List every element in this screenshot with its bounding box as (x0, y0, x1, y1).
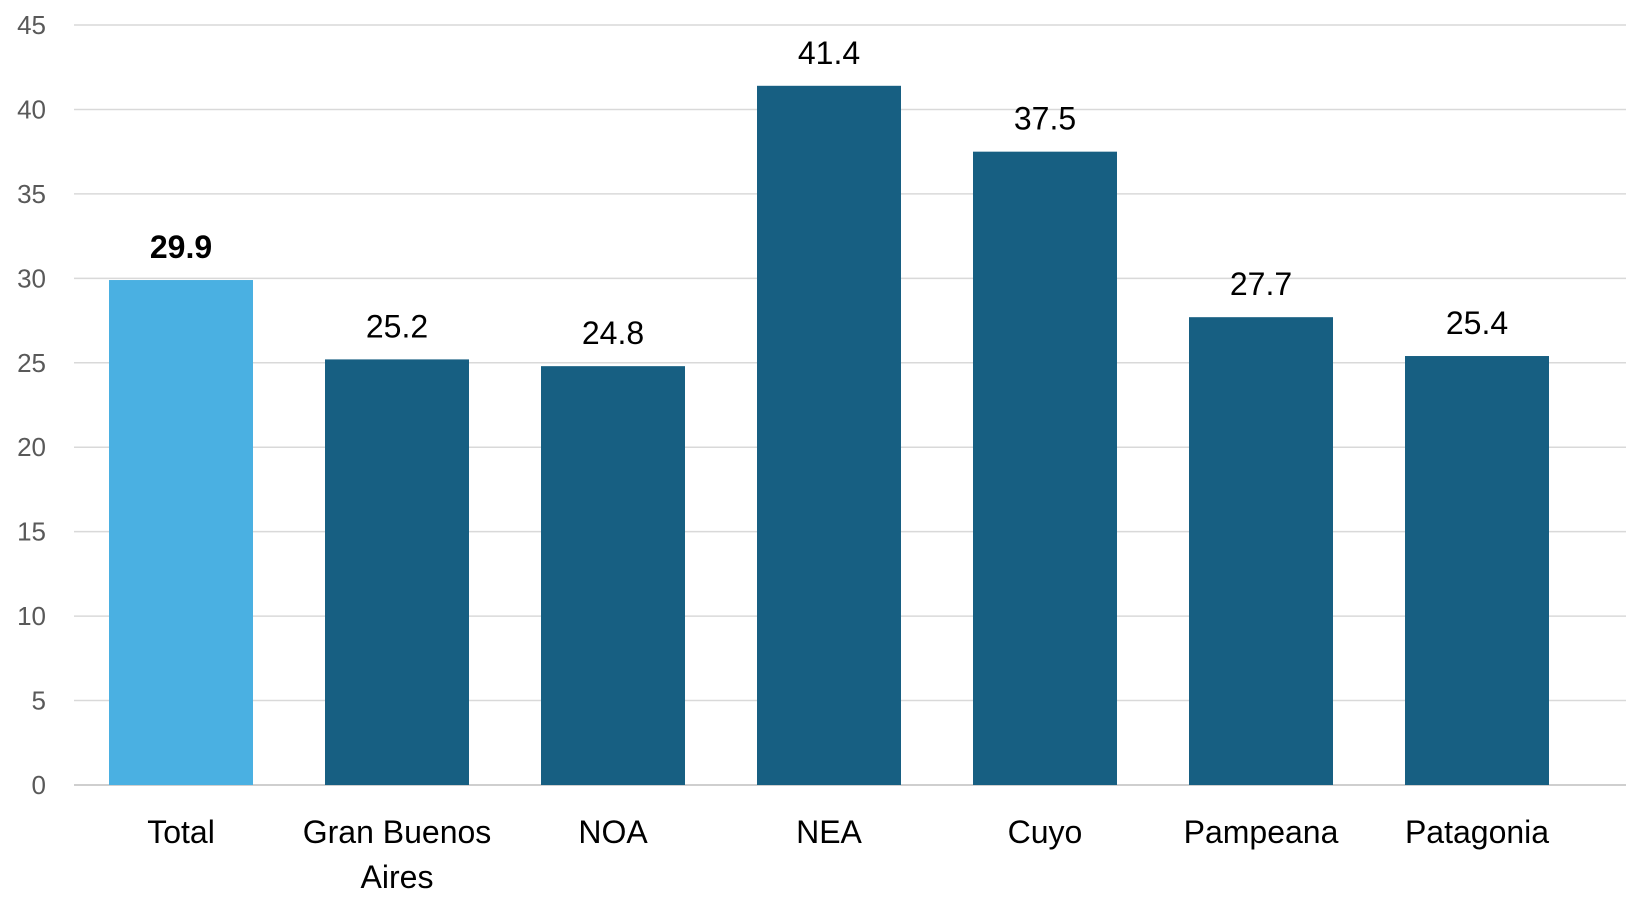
x-category-label: Total (147, 814, 215, 850)
bar-total (109, 280, 253, 785)
x-category-label: Gran Buenos (303, 814, 492, 850)
data-label: 24.8 (582, 315, 644, 351)
x-category-label: Pampeana (1184, 814, 1339, 850)
bar-pampeana (1189, 317, 1333, 785)
bars (109, 85, 1549, 786)
bar-patagonia (1405, 356, 1549, 785)
data-label: 37.5 (1014, 101, 1076, 137)
data-label: 25.4 (1446, 305, 1508, 341)
x-category-label: NOA (578, 814, 648, 850)
y-tick-label: 45 (17, 10, 46, 40)
x-category-label: NEA (796, 814, 862, 850)
y-tick-label: 30 (17, 263, 46, 293)
y-tick-label: 40 (17, 94, 46, 124)
bar-noa (541, 366, 685, 785)
y-tick-label: 25 (17, 348, 46, 378)
x-category-label: Cuyo (1008, 814, 1083, 850)
y-tick-label: 10 (17, 601, 46, 631)
y-tick-label: 0 (32, 770, 46, 800)
data-label: 25.2 (366, 308, 428, 344)
data-label: 27.7 (1230, 266, 1292, 302)
y-axis-ticks: 0 5 10 15 20 25 30 35 40 45 (17, 10, 46, 800)
x-category-label: Patagonia (1405, 814, 1549, 850)
bar-gran-buenos-aires (325, 359, 469, 785)
bar-cuyo (973, 151, 1117, 785)
x-category-label: Aires (361, 859, 434, 895)
y-tick-label: 15 (17, 517, 46, 547)
data-labels: 29.9 25.2 24.8 41.4 37.5 27.7 25.4 (150, 35, 1508, 351)
y-tick-label: 35 (17, 179, 46, 209)
y-tick-label: 20 (17, 432, 46, 462)
bar-nea (757, 85, 901, 786)
data-label: 41.4 (798, 35, 860, 71)
data-label: 29.9 (150, 229, 212, 265)
y-tick-label: 5 (32, 686, 46, 716)
x-axis-categories: Total Gran Buenos Aires NOA NEA Cuyo Pampeana P… (147, 814, 1549, 895)
